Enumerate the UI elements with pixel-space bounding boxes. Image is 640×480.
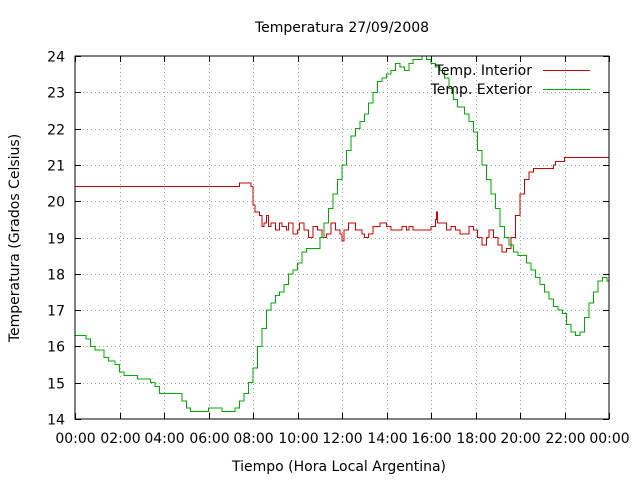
legend-label-temp-exterior: Temp. Exterior — [430, 82, 533, 98]
legend-label-temp-interior: Temp. Interior — [434, 63, 533, 79]
grid — [75, 56, 609, 419]
x-tick-label: 06:00 — [189, 431, 229, 447]
y-tick-label: 23 — [47, 86, 65, 102]
x-tick-label: 02:00 — [100, 431, 140, 447]
y-tick-label: 21 — [47, 159, 65, 175]
legend: Temp. Interior Temp. Exterior — [430, 63, 590, 98]
y-tick-label: 19 — [47, 232, 65, 248]
x-tick-label: 16:00 — [411, 431, 451, 447]
y-axis-label: Temperatura (Grados Celsius) — [7, 134, 23, 343]
axis-ticks: 00:00 02:00 04:00 06:00 08:00 10:00 12:00 14:00… — [47, 50, 630, 448]
x-tick-label: 20:00 — [500, 431, 540, 447]
series-lines — [75, 55, 610, 413]
y-tick-label: 14 — [47, 413, 65, 429]
y-tick-label: 15 — [47, 377, 65, 393]
chart-title: Temperatura 27/09/2008 — [254, 20, 429, 36]
y-tick-label: 20 — [47, 195, 65, 211]
x-tick-label: 14:00 — [367, 431, 407, 447]
x-tick-label: 08:00 — [233, 431, 273, 447]
y-tick-label: 16 — [47, 340, 65, 356]
series-line-temp-exterior — [75, 55, 610, 413]
y-tick-label: 24 — [47, 50, 65, 66]
x-tick-label: 00:00 — [589, 431, 629, 447]
y-tick-label: 18 — [47, 268, 65, 284]
x-tick-label: 10:00 — [278, 431, 318, 447]
x-tick-label: 22:00 — [545, 431, 585, 447]
y-tick-label: 17 — [47, 304, 65, 320]
x-tick-label: 00:00 — [55, 431, 95, 447]
x-tick-label: 04:00 — [144, 431, 184, 447]
x-tick-label: 18:00 — [456, 431, 496, 447]
series-line-temp-interior — [75, 157, 609, 253]
x-axis-label: Tiempo (Hora Local Argentina) — [231, 459, 446, 475]
x-tick-label: 12:00 — [322, 431, 362, 447]
y-tick-label: 22 — [47, 123, 65, 139]
